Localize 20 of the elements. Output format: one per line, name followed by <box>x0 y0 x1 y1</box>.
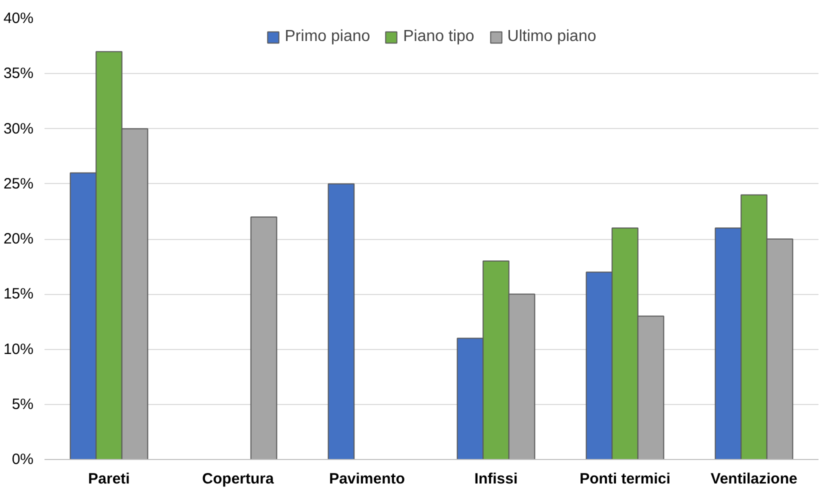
x-tick-label: Copertura <box>202 470 274 488</box>
y-tick-label: 35% <box>3 65 34 82</box>
x-tick-label: Ponti termici <box>580 470 670 488</box>
legend-label: Piano tipo <box>403 28 474 46</box>
legend-label: Ultimo piano <box>507 28 596 46</box>
y-tick-label: 0% <box>12 451 34 468</box>
y-tick-label: 30% <box>3 120 34 138</box>
y-tick-label: 10% <box>3 340 34 358</box>
y-tick-label: 15% <box>3 286 34 303</box>
bar <box>328 183 355 460</box>
x-tick-label: Pavimento <box>329 470 405 488</box>
bar <box>250 216 278 460</box>
y-tick-label: 40% <box>3 10 34 27</box>
x-tick-label: Infissi <box>474 470 518 488</box>
x-tick-label: Pareti <box>88 470 130 488</box>
y-tick-label: 20% <box>3 230 34 248</box>
x-tick-label: Ventilazione <box>710 470 798 488</box>
y-tick-label: 25% <box>3 175 34 192</box>
y-tick-label: 5% <box>12 396 34 413</box>
legend-label: Primo piano <box>284 28 370 46</box>
